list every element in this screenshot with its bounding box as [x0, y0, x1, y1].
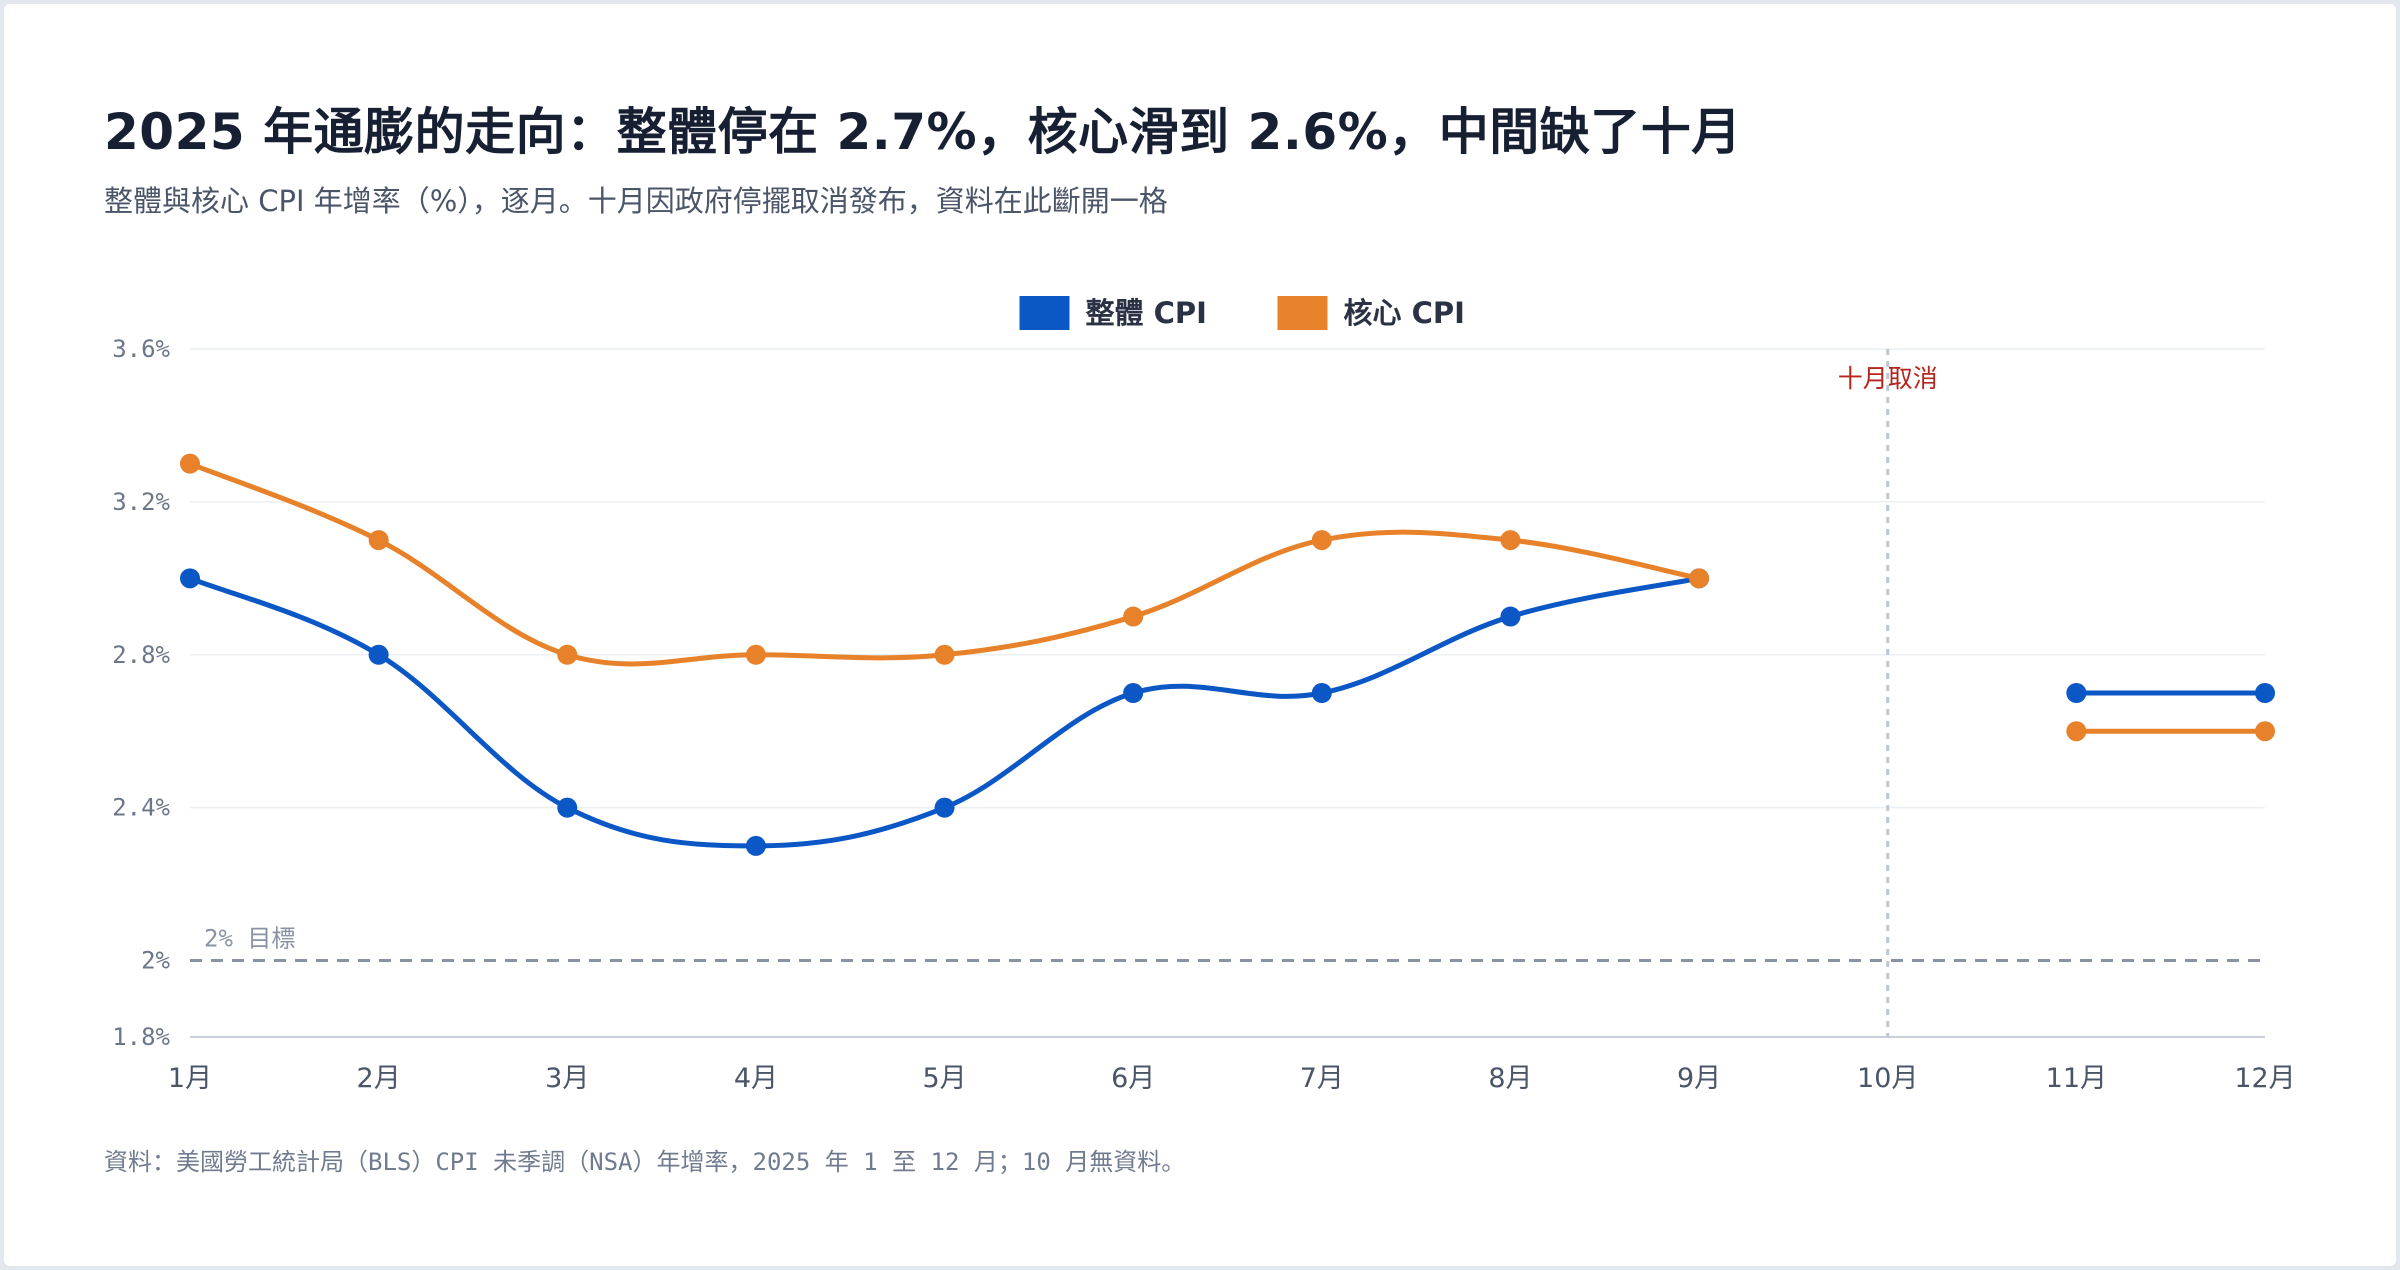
data-point — [1500, 530, 1521, 551]
legend-label: 核心 CPI — [1344, 296, 1465, 330]
data-point — [934, 797, 955, 818]
data-point — [180, 568, 200, 589]
data-point — [557, 644, 578, 665]
y-tick-label: 1.8% — [112, 1023, 170, 1051]
data-point — [2255, 721, 2275, 742]
data-point — [934, 644, 955, 665]
x-tick-label: 2月 — [357, 1063, 401, 1094]
october-label: 十月取消 — [1838, 364, 1938, 393]
data-point — [745, 835, 766, 856]
source-note: 資料：美國勞工統計局（BLS）CPI 未季調（NSA）年增率，2025 年 1 … — [104, 1148, 1186, 1176]
october-annotation: 十月取消 — [1838, 349, 1938, 1037]
y-tick-label: 2.8% — [112, 641, 170, 669]
legend-swatch — [1019, 296, 1070, 330]
chart-subtitle: 整體與核心 CPI 年增率（%），逐月。十月因政府停擺取消發布，資料在此斷開一格 — [104, 184, 1168, 218]
data-point — [1311, 683, 1332, 703]
chart-card: 2025 年通膨的走向：整體停在 2.7%，核心滑到 2.6%，中間缺了十月 整… — [4, 4, 2396, 1266]
data-point — [1689, 568, 1710, 589]
data-point — [2255, 683, 2275, 703]
y-tick-label: 2.4% — [112, 794, 170, 822]
data-point — [368, 644, 389, 665]
x-tick-label: 12月 — [2234, 1063, 2295, 1094]
data-point — [1500, 606, 1521, 627]
y-tick-label: 3.2% — [112, 488, 170, 516]
x-tick-label: 11月 — [2046, 1063, 2107, 1094]
x-axis: 1月 2月 3月 4月 5月 6月 7月 8月 9月 10月 11月 12月 — [168, 1036, 2296, 1094]
legend-item: 整體 CPI — [1019, 296, 1207, 330]
data-point — [2066, 721, 2087, 742]
x-tick-label: 3月 — [545, 1063, 589, 1094]
data-point — [557, 797, 578, 818]
data-point — [1123, 606, 1144, 627]
legend-label: 整體 CPI — [1086, 296, 1207, 330]
target-label: 2% 目標 — [204, 925, 295, 953]
x-tick-label: 5月 — [922, 1063, 966, 1094]
x-tick-label: 7月 — [1300, 1063, 1344, 1094]
x-tick-label: 10月 — [1857, 1063, 1918, 1094]
grid-lines — [190, 348, 2265, 1038]
legend: 整體 CPI 核心 CPI — [1019, 296, 1465, 330]
y-tick-label: 3.6% — [112, 335, 170, 363]
data-point — [368, 530, 389, 551]
series-headline — [180, 568, 2275, 856]
series-core — [180, 453, 2275, 742]
x-tick-label: 1月 — [168, 1063, 212, 1094]
legend-item: 核心 CPI — [1277, 296, 1465, 330]
y-axis: 1.8% 2% 2.4% 2.8% 3.2% 3.6% — [112, 335, 170, 1051]
x-tick-label: 4月 — [734, 1063, 778, 1094]
data-point — [180, 453, 200, 474]
target-reference: 2% 目標 — [190, 925, 2265, 963]
x-tick-label: 8月 — [1488, 1063, 1532, 1094]
x-tick-label: 6月 — [1111, 1063, 1155, 1094]
chart-title: 2025 年通膨的走向：整體停在 2.7%，核心滑到 2.6%，中間缺了十月 — [104, 103, 1742, 161]
data-point — [2066, 683, 2087, 703]
data-point — [1311, 530, 1332, 551]
series-lines — [180, 453, 2275, 856]
data-point — [745, 644, 766, 665]
y-tick-label: 2% — [141, 947, 170, 975]
data-point — [1123, 683, 1144, 703]
legend-swatch — [1277, 296, 1328, 330]
series-line — [187, 461, 1702, 667]
x-tick-label: 9月 — [1677, 1063, 1721, 1094]
